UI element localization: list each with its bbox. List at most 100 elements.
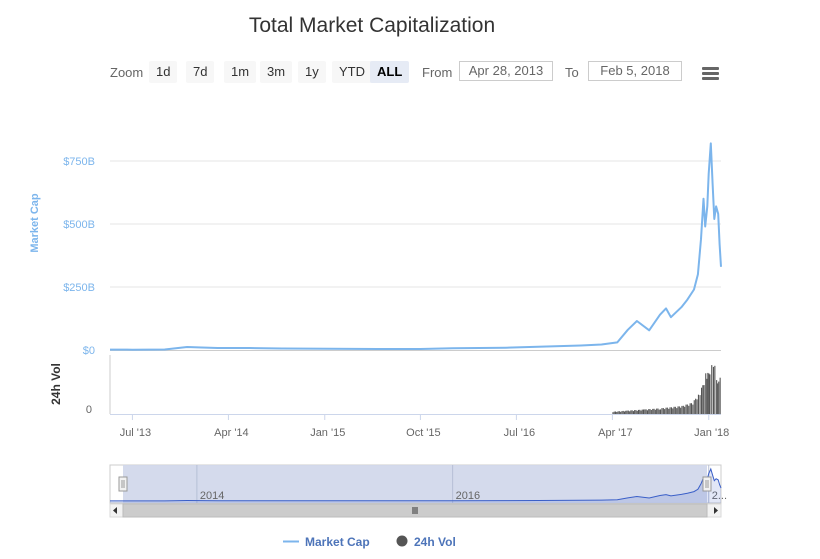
x-tick-label: Jan '18 — [694, 427, 729, 439]
volume-bar — [702, 385, 704, 414]
volume-bar — [709, 374, 711, 414]
range-to-input[interactable] — [588, 61, 682, 81]
volume-bar — [641, 409, 643, 414]
volume-bar — [719, 377, 721, 414]
navigator-tick-label: 2016 — [456, 490, 480, 502]
volume-bar — [636, 410, 638, 414]
volume-zero-label: 0 — [86, 404, 92, 416]
zoom-button-7d[interactable]: 7d — [186, 61, 215, 83]
volume-bar — [690, 403, 692, 414]
volume-bar — [644, 409, 646, 414]
volume-bar — [613, 411, 615, 414]
navigator-frame — [109, 464, 722, 504]
x-tick-label: Apr '17 — [598, 427, 633, 439]
volume-bar — [707, 372, 709, 414]
scrollbar-track — [109, 503, 722, 518]
volume-bar — [657, 408, 659, 414]
zoom-button-all[interactable]: ALL — [370, 61, 410, 83]
hamburger-menu-icon[interactable] — [702, 67, 719, 80]
volume-bar — [621, 411, 623, 414]
volume-bar — [668, 408, 670, 414]
volume-bar — [643, 409, 645, 414]
volume-bar — [708, 373, 710, 414]
x-tick-label: Jan '15 — [310, 427, 345, 439]
volume-bar — [635, 410, 637, 414]
volume-bar — [682, 405, 684, 414]
volume-bar — [664, 409, 666, 414]
x-tick-label: Jul '13 — [120, 427, 151, 439]
volume-bar — [669, 407, 671, 414]
zoom-button-3m[interactable]: 3m — [260, 61, 293, 83]
volume-bar — [649, 409, 651, 414]
volume-bar — [662, 408, 664, 414]
volume-bar — [711, 365, 713, 414]
volume-bar — [716, 380, 718, 414]
volume-bar — [639, 409, 641, 414]
volume-bar — [685, 404, 687, 414]
volume-bar — [660, 409, 662, 414]
volume-bar — [674, 406, 676, 414]
navigator-tick-label: 2014 — [200, 490, 224, 502]
volume-bar — [681, 405, 683, 414]
range-from-label: From — [422, 65, 453, 80]
zoom-label: Zoom — [110, 65, 144, 80]
volume-bar — [612, 412, 614, 414]
navigator-selection — [123, 465, 707, 503]
volume-bar — [631, 410, 633, 414]
zoom-button-1y[interactable]: 1y — [298, 61, 326, 83]
volume-bar — [615, 411, 617, 414]
volume-bar — [676, 408, 678, 414]
range-from-input[interactable] — [459, 61, 553, 81]
y-tick-label: $250B — [63, 282, 95, 294]
range-to-label: To — [565, 65, 579, 80]
scrollbar-right-arrow-icon — [714, 507, 718, 514]
chart-title: Total Market Capitalization — [248, 14, 496, 37]
volume-bar — [706, 378, 708, 414]
volume-bar — [686, 404, 688, 414]
volume-bar — [648, 409, 650, 414]
volume-bar — [622, 410, 624, 414]
y-tick-label: $500B — [63, 219, 95, 231]
volume-bar — [672, 408, 674, 414]
x-tick-label: Jul '16 — [504, 427, 535, 439]
volume-bar — [673, 406, 675, 414]
volume-bar — [616, 412, 618, 414]
volume-bar — [678, 406, 680, 414]
volume-bar — [654, 409, 656, 414]
volume-bar — [650, 410, 652, 414]
zoom-button-ytd[interactable]: YTD — [332, 61, 372, 83]
volume-bar — [684, 406, 686, 414]
volume-bar — [627, 410, 629, 414]
volume-bar — [692, 404, 694, 414]
navigator-series-line — [110, 467, 722, 502]
zoom-button-1d[interactable]: 1d — [149, 61, 178, 83]
legend-label-market-cap: Market Cap — [305, 535, 370, 549]
volume-bar — [677, 406, 679, 414]
volume-bar — [656, 408, 658, 414]
volume-bar — [665, 407, 667, 414]
volume-bar — [645, 409, 647, 414]
volume-bar — [717, 383, 719, 414]
volume-bar — [689, 403, 691, 414]
navigator-handle-left — [118, 476, 128, 492]
volume-bar — [637, 409, 639, 414]
volume-bar — [652, 408, 654, 414]
volume-bar — [666, 407, 668, 414]
y-tick-label: $750B — [63, 156, 95, 168]
volume-bar — [629, 411, 631, 414]
volume-bar — [693, 400, 695, 414]
series-line-market-cap — [109, 142, 722, 351]
volume-bar — [712, 366, 714, 414]
volume-bar — [617, 411, 619, 414]
volume-bar — [680, 407, 682, 414]
volume-bar — [696, 399, 698, 414]
x-tick-label: Apr '14 — [214, 427, 249, 439]
zoom-button-1m[interactable]: 1m — [224, 61, 257, 83]
volume-bar — [640, 410, 642, 414]
volume-bar — [670, 407, 672, 414]
volume-bar — [653, 408, 655, 414]
volume-bar — [695, 398, 697, 414]
volume-bar — [688, 405, 690, 414]
volume-bar — [714, 365, 716, 414]
